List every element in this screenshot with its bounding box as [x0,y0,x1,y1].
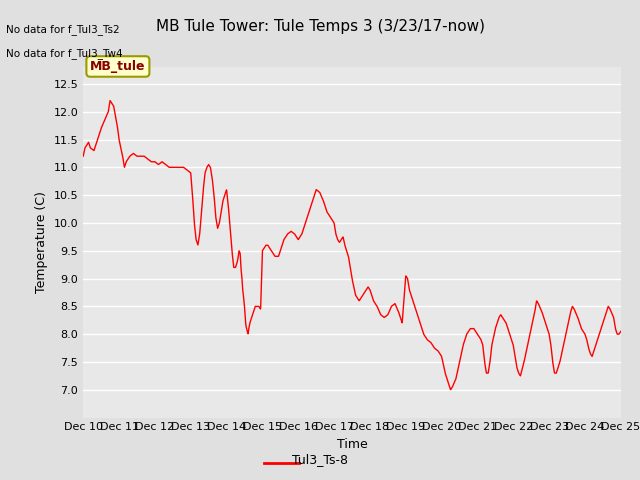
Y-axis label: Temperature (C): Temperature (C) [35,192,48,293]
Text: No data for f_Tul3_Ts2: No data for f_Tul3_Ts2 [6,24,120,35]
Text: Tul3_Ts-8: Tul3_Ts-8 [292,453,348,466]
Text: No data for f_Tul3_Tw4: No data for f_Tul3_Tw4 [6,48,123,59]
Text: MB_tule: MB_tule [90,60,146,73]
X-axis label: Time: Time [337,438,367,451]
Text: MB Tule Tower: Tule Temps 3 (3/23/17-now): MB Tule Tower: Tule Temps 3 (3/23/17-now… [156,19,484,34]
